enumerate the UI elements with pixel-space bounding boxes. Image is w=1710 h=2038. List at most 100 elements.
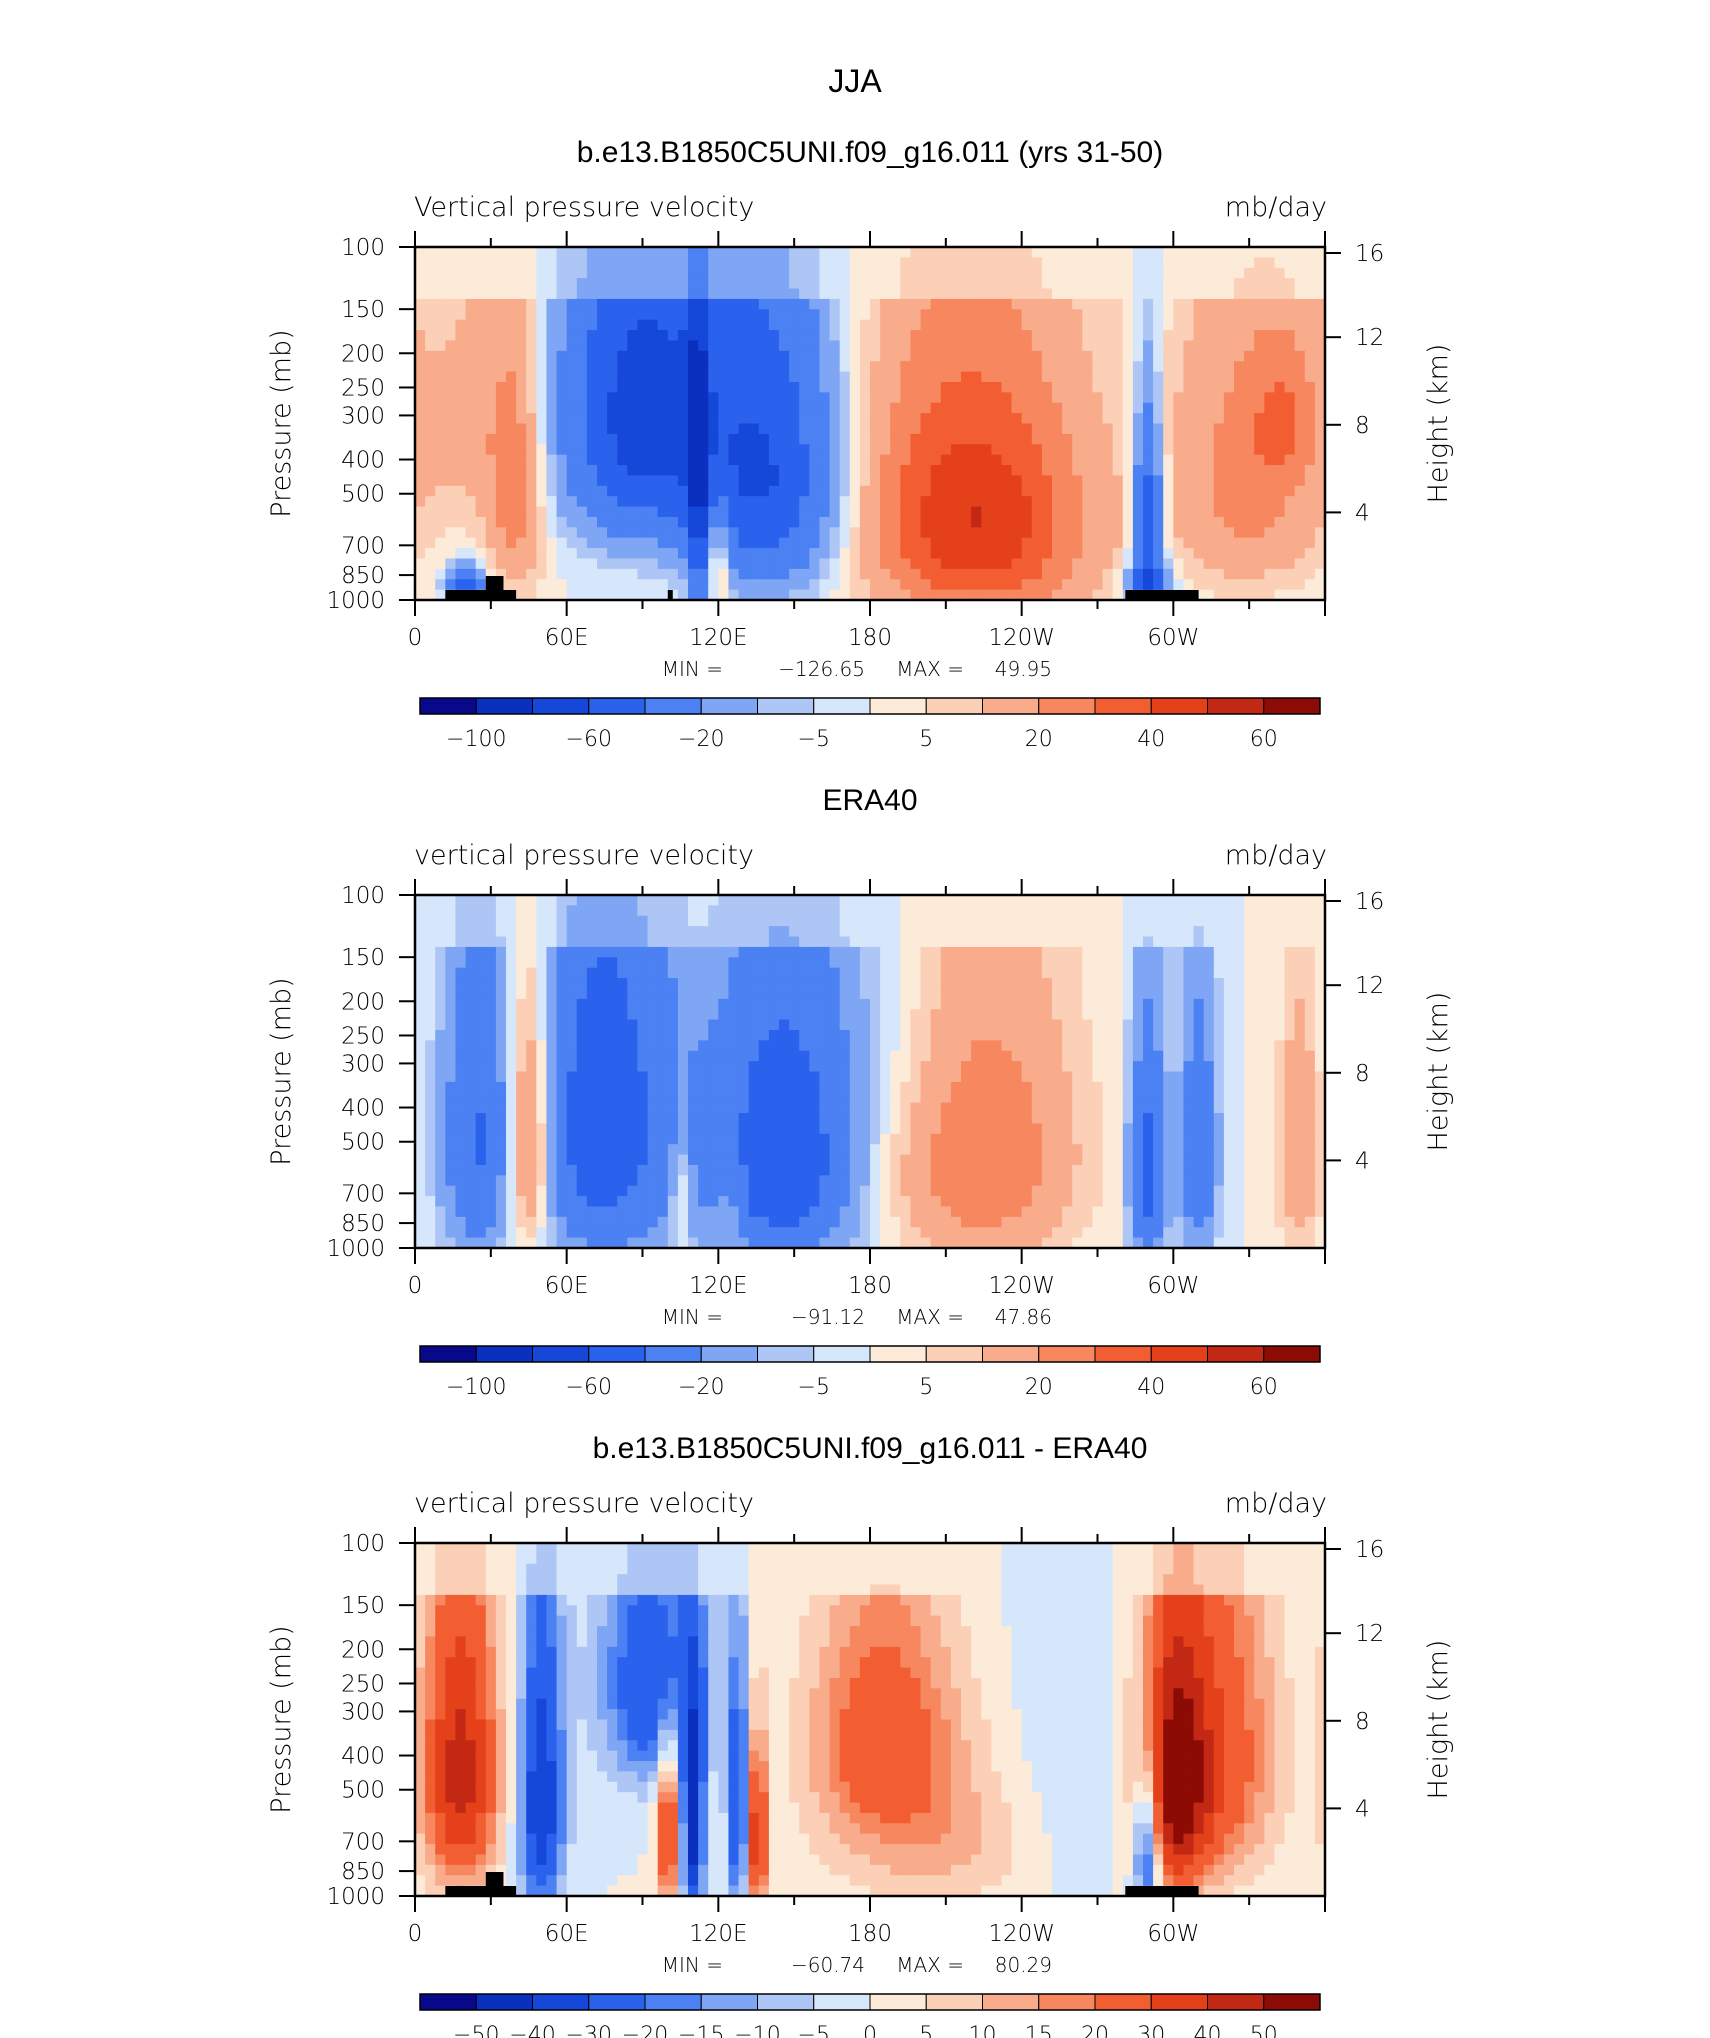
heatmap-cell bbox=[849, 319, 861, 331]
heatmap-cell bbox=[920, 278, 932, 290]
heatmap-cell bbox=[920, 361, 932, 373]
heatmap-cell bbox=[1284, 413, 1296, 425]
heatmap-cell bbox=[445, 527, 457, 539]
heatmap-cell bbox=[890, 548, 901, 560]
heatmap-cell bbox=[415, 998, 426, 1010]
heatmap-cell bbox=[819, 527, 831, 539]
heatmap-cell bbox=[799, 288, 810, 300]
heatmap-cell bbox=[1183, 1040, 1195, 1052]
heatmap-cell bbox=[1183, 278, 1195, 290]
heatmap-cell bbox=[1132, 371, 1144, 383]
heatmap-cell bbox=[1203, 485, 1215, 497]
heatmap-cell bbox=[1011, 485, 1023, 497]
heatmap-cell bbox=[597, 1040, 608, 1052]
heatmap-cell bbox=[536, 475, 548, 487]
heatmap-cell bbox=[627, 444, 639, 456]
heatmap-cell bbox=[1052, 309, 1063, 321]
colorbar-box bbox=[1150, 697, 1208, 715]
heatmap-cell bbox=[880, 568, 891, 580]
heatmap-cell bbox=[627, 309, 639, 321]
heatmap-cell bbox=[1173, 895, 1185, 906]
heatmap-cell bbox=[1304, 402, 1316, 414]
heatmap-cell bbox=[910, 288, 922, 300]
y-tick-label: 1000 bbox=[326, 588, 385, 614]
heatmap-cell bbox=[1102, 527, 1114, 539]
heatmap-cell bbox=[1314, 330, 1326, 342]
heatmap-cell bbox=[1203, 579, 1215, 591]
heatmap-cell bbox=[1092, 1029, 1104, 1041]
heatmap-cell bbox=[708, 1019, 719, 1031]
heatmap-cell bbox=[930, 589, 942, 601]
heatmap-cell bbox=[586, 247, 598, 258]
heatmap-cell bbox=[708, 413, 719, 425]
heatmap-cell bbox=[1132, 915, 1144, 927]
heatmap-cell bbox=[728, 1071, 740, 1083]
heatmap-cell bbox=[910, 537, 922, 549]
heatmap-cell bbox=[1264, 1081, 1276, 1093]
heatmap-cell bbox=[910, 433, 922, 445]
heatmap-cell bbox=[506, 957, 517, 969]
heatmap-cell bbox=[1031, 485, 1043, 497]
heatmap-cell bbox=[768, 392, 780, 404]
heatmap-cell bbox=[1254, 1092, 1265, 1104]
heatmap-cell bbox=[1234, 895, 1245, 906]
heatmap-cell bbox=[910, 247, 922, 258]
heatmap-cell bbox=[506, 568, 517, 580]
heatmap-cell bbox=[526, 423, 537, 435]
heatmap-cell bbox=[1001, 247, 1013, 258]
heatmap-cell bbox=[981, 558, 992, 570]
heatmap-cell bbox=[1254, 496, 1265, 508]
heatmap-cell bbox=[940, 978, 952, 990]
heatmap-cell bbox=[728, 1092, 740, 1104]
heatmap-cell bbox=[859, 988, 871, 1000]
heatmap-cell bbox=[1031, 1050, 1043, 1062]
heatmap-cell bbox=[465, 257, 477, 269]
heatmap-cell bbox=[485, 319, 497, 331]
heatmap-cell bbox=[1163, 936, 1174, 948]
heatmap-cell bbox=[1264, 1071, 1276, 1083]
heatmap-cell bbox=[586, 527, 598, 539]
heatmap-cell bbox=[516, 1102, 527, 1114]
heatmap-cell bbox=[1314, 402, 1326, 414]
heatmap-cell bbox=[1274, 558, 1286, 570]
heatmap-cell bbox=[971, 1029, 982, 1041]
heatmap-cell bbox=[1072, 392, 1083, 404]
heatmap-cell bbox=[425, 1092, 436, 1104]
heatmap-cell bbox=[1203, 936, 1215, 948]
heatmap-cell bbox=[516, 423, 527, 435]
heatmap-cell bbox=[475, 946, 487, 958]
heatmap-cell bbox=[748, 444, 760, 456]
heatmap-cell bbox=[809, 402, 821, 414]
heatmap-cell bbox=[657, 496, 669, 508]
heatmap-cell bbox=[556, 537, 568, 549]
heatmap-cell bbox=[1173, 361, 1185, 373]
heatmap-cell bbox=[728, 381, 740, 393]
heatmap-cell bbox=[910, 350, 922, 362]
heatmap-cell bbox=[779, 537, 790, 549]
heatmap-cell bbox=[546, 1009, 558, 1021]
heatmap-cell bbox=[1052, 1029, 1063, 1041]
heatmap-cell bbox=[1193, 516, 1205, 528]
heatmap-cell bbox=[779, 267, 790, 279]
heatmap-cell bbox=[950, 936, 962, 948]
heatmap-cell bbox=[1041, 957, 1053, 969]
heatmap-cell bbox=[1183, 496, 1195, 508]
heatmap-cell bbox=[425, 278, 436, 290]
heatmap-cell bbox=[738, 423, 750, 435]
heatmap-cell bbox=[1234, 485, 1245, 497]
heatmap-cell bbox=[991, 330, 1003, 342]
heatmap-cell bbox=[1112, 340, 1124, 352]
heatmap-cell bbox=[465, 1040, 477, 1052]
heatmap-cell bbox=[748, 361, 760, 373]
heatmap-cell bbox=[1213, 548, 1225, 560]
heatmap-cell bbox=[556, 1092, 568, 1104]
heatmap-cell bbox=[425, 967, 436, 979]
heatmap-cell bbox=[799, 475, 810, 487]
heatmap-cell bbox=[465, 1050, 477, 1062]
heatmap-cell bbox=[485, 433, 497, 445]
heatmap-cell bbox=[1244, 1009, 1255, 1021]
heatmap-cell bbox=[1213, 558, 1225, 570]
heatmap-cell bbox=[637, 330, 649, 342]
heatmap-cell bbox=[455, 926, 467, 938]
heatmap-cell bbox=[910, 895, 922, 906]
